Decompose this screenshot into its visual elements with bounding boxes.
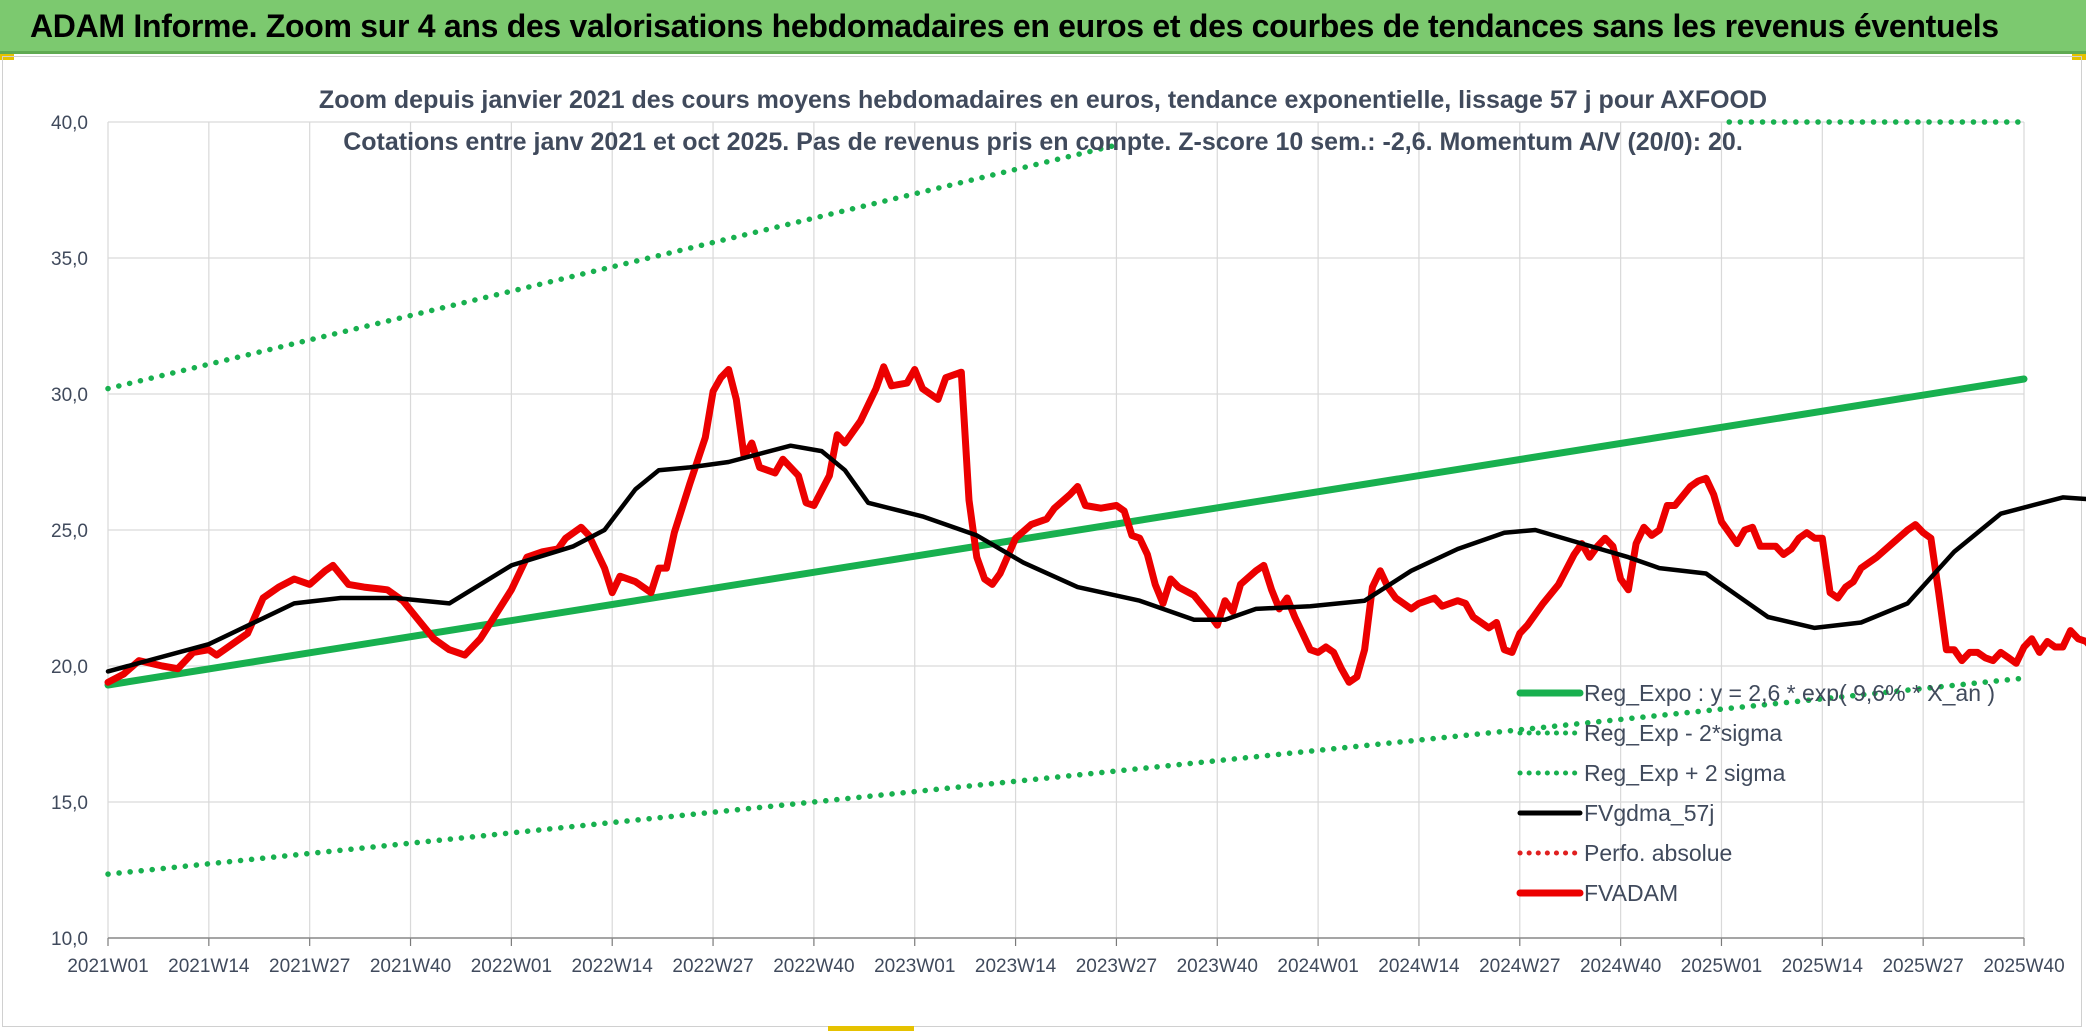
- grid: [107, 121, 2025, 939]
- corner-accent-right: [2072, 54, 2086, 60]
- series-layer: [104, 119, 2086, 877]
- x-tick-label: 2024W27: [1479, 956, 1560, 977]
- page-title: ADAM Informe. Zoom sur 4 ans des valoris…: [30, 8, 1999, 44]
- legend-label-fvadam: FVADAM: [1584, 880, 1678, 906]
- x-tick-label: 2023W01: [874, 956, 955, 977]
- chart-title: Zoom depuis janvier 2021 des cours moyen…: [319, 86, 1767, 114]
- x-tick-label: 2024W01: [1277, 956, 1358, 977]
- x-tick-label: 2021W01: [67, 956, 148, 977]
- series-line-fvadam: [104, 363, 2086, 686]
- series-line-reg-exp-2-sigma: [105, 142, 1120, 392]
- legend-label-reg-expo-y-2-6-exp-9-6-x-an: Reg_Expo : y = 2,6 * exp( 9,6% * X_an ): [1584, 680, 1995, 706]
- x-tick-label: 2025W27: [1882, 956, 1963, 977]
- bottom-accent: [828, 1026, 914, 1031]
- y-tick-label: 35,0: [51, 249, 88, 270]
- y-tick-label: 40,0: [51, 113, 88, 134]
- x-tick-label: 2024W40: [1580, 956, 1661, 977]
- series-line-reg-exp-2-sigma: [105, 675, 2027, 877]
- x-tick-label: 2023W27: [1076, 956, 1157, 977]
- x-tick-label: 2021W40: [370, 956, 451, 977]
- x-tick-label: 2023W14: [975, 956, 1057, 977]
- y-tick-label: 30,0: [51, 385, 88, 406]
- legend-label-perfo-absolue: Perfo. absolue: [1584, 840, 1732, 866]
- legend: Reg_Expo : y = 2,6 * exp( 9,6% * X_an ) R…: [1516, 680, 1995, 906]
- x-tick-label: 2022W40: [773, 956, 854, 977]
- header-banner: ADAM Informe. Zoom sur 4 ans des valoris…: [0, 0, 2086, 54]
- x-tick-label: 2025W14: [1782, 956, 1864, 977]
- y-tick-label: 25,0: [51, 521, 88, 542]
- x-tick-label: 2021W27: [269, 956, 350, 977]
- legend-label-reg-exp-2-sigma: Reg_Exp + 2 sigma: [1584, 760, 1786, 786]
- series-line-fvgdma-57j: [105, 443, 2086, 674]
- x-tick-label: 2021W14: [168, 956, 250, 977]
- axes: 10,0 15,0 20,0 25,0 30,0 35,0 40,0 2021W01 2021W…: [51, 113, 2065, 977]
- x-tick-label: 2024W14: [1378, 956, 1460, 977]
- chart-subtitle: Cotations entre janv 2021 et oct 2025. P…: [343, 128, 1743, 156]
- legend-label-reg-exp-2-sigma: Reg_Exp - 2*sigma: [1584, 720, 1782, 746]
- series-line-reg-expo-y-2-6-exp-9-6-x-an: [104, 375, 2028, 689]
- x-tick-label: 2025W40: [1983, 956, 2064, 977]
- legend-label-fvgdma-57j: FVgdma_57j: [1584, 800, 1714, 826]
- chart-frame: [2, 56, 2082, 1027]
- x-tick-label: 2025W01: [1681, 956, 1762, 977]
- y-tick-label: 15,0: [51, 793, 88, 814]
- y-tick-label: 20,0: [51, 657, 88, 678]
- x-tick-label: 2022W01: [471, 956, 552, 977]
- x-tick-label: 2022W27: [672, 956, 753, 977]
- x-tick-label: 2022W14: [572, 956, 654, 977]
- y-tick-label: 10,0: [51, 929, 88, 950]
- corner-accent-left: [0, 54, 14, 60]
- x-tick-label: 2023W40: [1177, 956, 1258, 977]
